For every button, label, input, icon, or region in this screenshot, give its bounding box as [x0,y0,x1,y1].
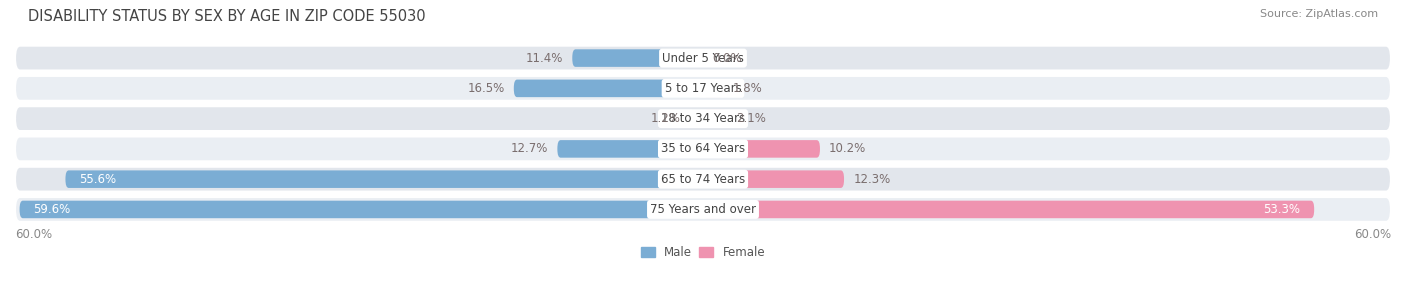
Text: 55.6%: 55.6% [79,173,117,186]
FancyBboxPatch shape [572,49,703,67]
Text: 10.2%: 10.2% [830,142,866,155]
Text: 65 to 74 Years: 65 to 74 Years [661,173,745,186]
Text: 1.8%: 1.8% [733,82,762,95]
Text: 16.5%: 16.5% [467,82,505,95]
FancyBboxPatch shape [703,80,724,97]
Text: Source: ZipAtlas.com: Source: ZipAtlas.com [1260,9,1378,19]
FancyBboxPatch shape [513,80,703,97]
Text: 5 to 17 Years: 5 to 17 Years [665,82,741,95]
FancyBboxPatch shape [703,201,1315,218]
Legend: Male, Female: Male, Female [636,241,770,264]
Text: Under 5 Years: Under 5 Years [662,52,744,64]
Text: 11.4%: 11.4% [526,52,564,64]
FancyBboxPatch shape [20,201,703,218]
FancyBboxPatch shape [15,46,1391,71]
FancyBboxPatch shape [689,110,703,127]
Text: 0.0%: 0.0% [713,52,742,64]
Text: 12.7%: 12.7% [510,142,548,155]
FancyBboxPatch shape [15,106,1391,131]
Text: 1.2%: 1.2% [650,112,681,125]
Text: DISABILITY STATUS BY SEX BY AGE IN ZIP CODE 55030: DISABILITY STATUS BY SEX BY AGE IN ZIP C… [28,9,426,24]
FancyBboxPatch shape [703,170,844,188]
FancyBboxPatch shape [15,136,1391,161]
Text: 60.0%: 60.0% [1354,228,1391,241]
FancyBboxPatch shape [557,140,703,158]
Text: 59.6%: 59.6% [34,203,70,216]
FancyBboxPatch shape [15,197,1391,222]
FancyBboxPatch shape [15,167,1391,192]
Text: 53.3%: 53.3% [1264,203,1301,216]
Text: 60.0%: 60.0% [15,228,52,241]
Text: 35 to 64 Years: 35 to 64 Years [661,142,745,155]
FancyBboxPatch shape [703,140,820,158]
Text: 12.3%: 12.3% [853,173,890,186]
FancyBboxPatch shape [703,110,727,127]
FancyBboxPatch shape [15,76,1391,101]
Text: 18 to 34 Years: 18 to 34 Years [661,112,745,125]
FancyBboxPatch shape [66,170,703,188]
Text: 2.1%: 2.1% [737,112,766,125]
Text: 75 Years and over: 75 Years and over [650,203,756,216]
